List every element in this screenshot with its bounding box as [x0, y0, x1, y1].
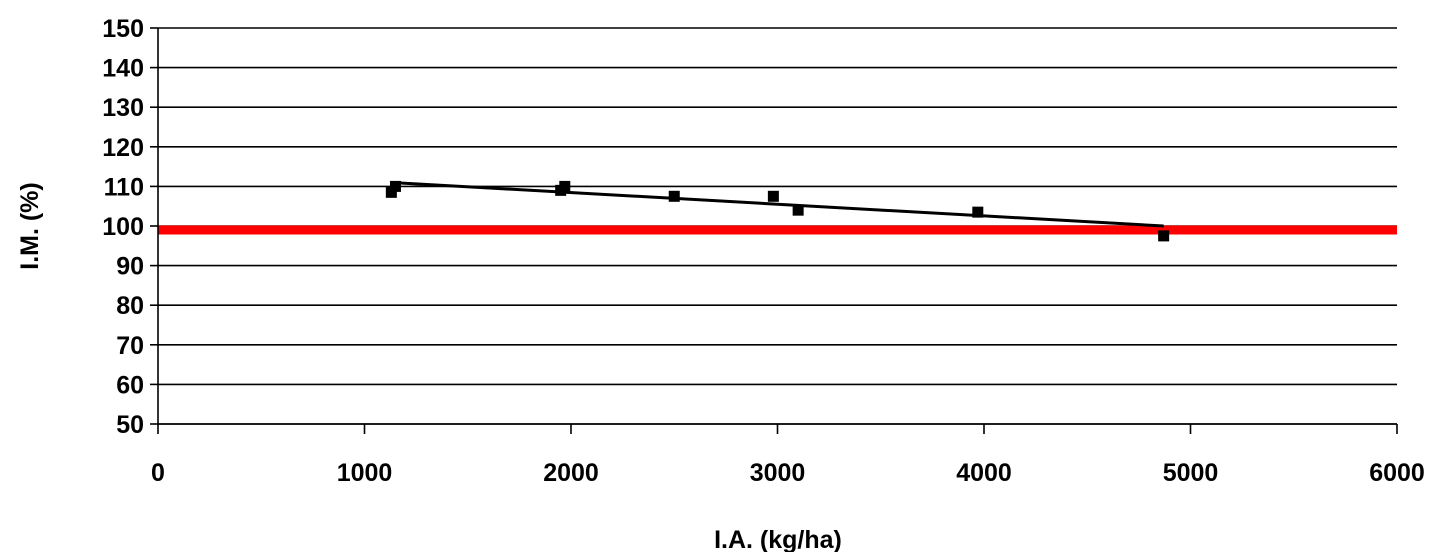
y-tick-label-110: 110 — [104, 173, 144, 201]
x-axis-title: I.A. (kg/ha) — [714, 526, 842, 552]
y-tick-label-60: 60 — [116, 371, 144, 399]
x-tick-label-2000: 2000 — [543, 459, 599, 487]
y-tick-label-70: 70 — [116, 332, 144, 360]
y-tick-label-150: 150 — [102, 15, 144, 43]
y-tick-label-90: 90 — [116, 253, 144, 281]
data-point-0 — [385, 186, 397, 198]
trendline-group — [391, 180, 1164, 228]
x-tick-label-1000: 1000 — [337, 459, 393, 487]
data-point-6 — [792, 204, 804, 216]
y-tick-label-80: 80 — [116, 292, 144, 320]
data-point-8 — [1158, 230, 1170, 242]
data-point-5 — [767, 190, 779, 202]
x-tick-label-3000: 3000 — [750, 459, 806, 487]
y-axis-title: I.M. (%) — [16, 182, 44, 270]
trendline — [391, 180, 1164, 228]
x-tick-label-0: 0 — [151, 459, 165, 487]
data-point-7 — [972, 206, 984, 218]
x-tick-label-5000: 5000 — [1163, 459, 1219, 487]
y-tick-label-130: 130 — [102, 94, 144, 122]
x-tick-label-4000: 4000 — [956, 459, 1012, 487]
y-tick-label-100: 100 — [102, 213, 144, 241]
x-tick-label-6000: 6000 — [1369, 459, 1425, 487]
data-point-1 — [389, 180, 401, 192]
y-tick-label-120: 120 — [102, 134, 144, 162]
y-tick-label-50: 50 — [116, 411, 144, 439]
y-tick-labels: 50 60 70 80 90 100 110 120 130 140 150 — [102, 15, 144, 439]
data-point-4 — [668, 190, 680, 202]
y-tick-label-140: 140 — [102, 55, 144, 83]
data-point-3 — [559, 180, 571, 192]
x-tick-labels: 0 1000 2000 3000 4000 5000 6000 — [151, 459, 1425, 487]
data-points — [385, 180, 1170, 242]
axes — [150, 27, 1398, 434]
